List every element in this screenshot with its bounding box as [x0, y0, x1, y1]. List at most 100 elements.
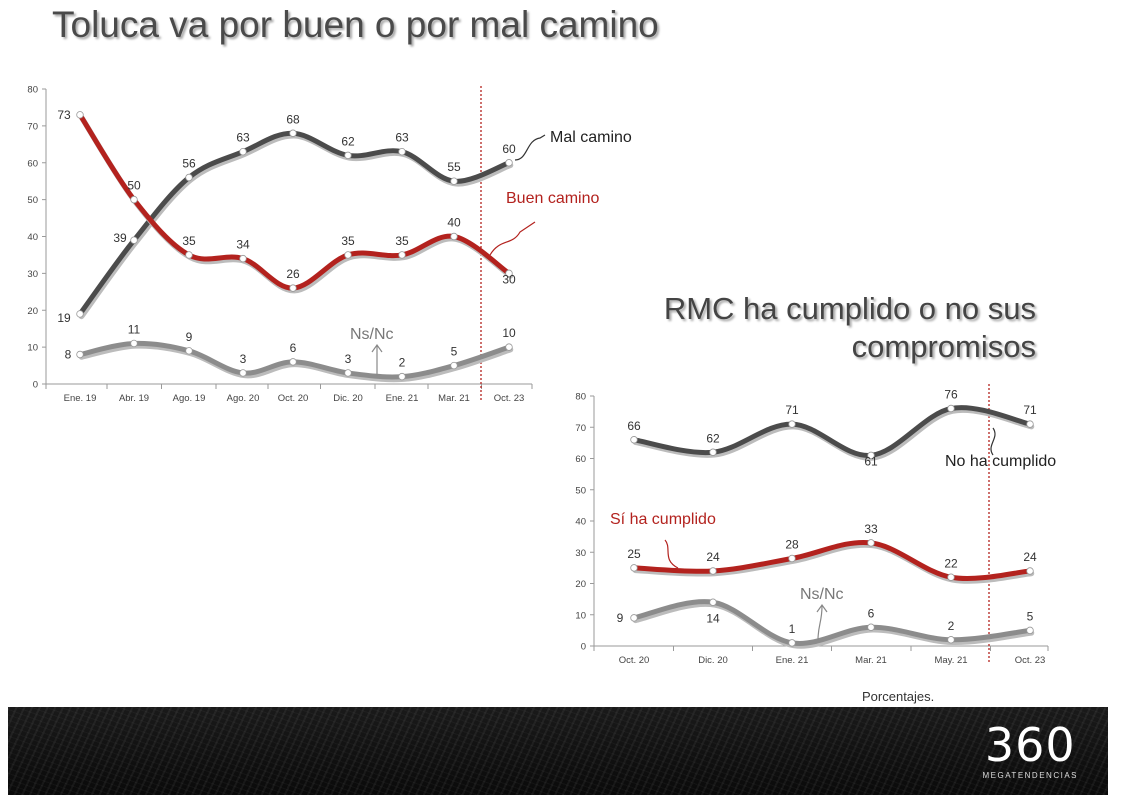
- data-label-ns-nc: 9: [617, 611, 624, 625]
- footer-bar: 360 MEGATENDENCIAS: [8, 707, 1108, 795]
- data-point-ns-nc: [398, 372, 406, 381]
- data-label-ns-nc: 10: [502, 326, 516, 340]
- y-tick-label: 20: [575, 579, 586, 590]
- x-tick-label: Ene. 19: [64, 393, 97, 404]
- annotation-arrow-mal-camino: [514, 134, 546, 161]
- data-point-buen-camino: [505, 269, 513, 278]
- data-label-ns-nc: 6: [868, 606, 875, 620]
- data-point-buen-camino: [289, 284, 297, 292]
- data-point-mal-camino: [398, 147, 406, 156]
- data-point-ns-nc: [867, 623, 875, 631]
- data-point-buen-camino: [398, 251, 406, 259]
- data-label-buen-camino: 50: [127, 179, 141, 193]
- data-label-ns-nc: 2: [399, 356, 406, 370]
- x-tick-label: Ene. 21: [386, 393, 419, 404]
- brand-logo: 360 MEGATENDENCIAS: [982, 721, 1078, 780]
- y-tick-label: 70: [575, 423, 586, 434]
- series-shadow-1: [632, 542, 1035, 584]
- series-label-buen-camino: Buen camino: [506, 190, 599, 207]
- data-label-ns-nc: 9: [186, 330, 193, 344]
- chart-title-toluca: Toluca va por buen o por mal camino: [52, 4, 659, 45]
- data-point-ns-nc: [130, 339, 138, 348]
- x-tick-label: Oct. 23: [494, 393, 525, 404]
- chart-title-rmc-line2: compromisos: [851, 329, 1036, 364]
- y-tick-label: 0: [33, 380, 38, 391]
- data-point-ns-nc: [630, 614, 638, 622]
- annotation-arrow-no-ha-cumplido: [990, 427, 996, 456]
- data-label-buen-camino: 40: [447, 216, 461, 230]
- series-line-no-ha-cumplido: [631, 405, 1033, 458]
- data-label-no-ha-cumplido: 66: [627, 419, 641, 433]
- data-point-mal-camino: [239, 147, 247, 156]
- y-tick-label: 60: [27, 158, 38, 169]
- data-point-ns-nc: [239, 369, 247, 377]
- data-label-no-ha-cumplido: 62: [706, 431, 720, 445]
- data-point-no-ha-cumplido: [1026, 420, 1034, 428]
- data-point-buen-camino: [130, 195, 138, 204]
- data-point-mal-camino: [450, 177, 458, 185]
- data-label-mal-camino: 62: [341, 134, 355, 148]
- data-label-ns-nc: 6: [290, 341, 297, 355]
- y-tick-label: 40: [27, 232, 38, 243]
- data-label-ns-nc: 2: [948, 619, 955, 633]
- data-point-ns-nc: [344, 369, 352, 377]
- data-point-ns-nc: [505, 343, 513, 351]
- data-point-no-ha-cumplido: [947, 404, 955, 413]
- series-label-si-ha-cumplido: Sí ha cumplido: [610, 511, 716, 528]
- data-label-no-ha-cumplido: 76: [944, 388, 958, 402]
- data-label-si-ha-cumplido: 22: [944, 556, 958, 570]
- data-label-buen-camino: 30: [502, 272, 516, 286]
- data-label-mal-camino: 63: [236, 131, 250, 145]
- x-tick-label: Ago. 19: [173, 393, 206, 404]
- y-tick-label: 20: [27, 306, 38, 317]
- data-point-ns-nc: [76, 350, 84, 359]
- y-tick-label: 30: [27, 269, 38, 280]
- data-point-mal-camino: [130, 236, 138, 244]
- data-label-si-ha-cumplido: 33: [864, 522, 878, 536]
- data-point-buen-camino: [239, 254, 247, 263]
- data-point-no-ha-cumplido: [867, 451, 875, 460]
- data-label-mal-camino: 56: [182, 157, 196, 171]
- data-label-ns-nc: 11: [128, 322, 141, 336]
- data-point-no-ha-cumplido: [709, 448, 717, 456]
- data-point-ns-nc: [185, 347, 193, 355]
- x-tick-label: Mar. 21: [855, 655, 887, 666]
- chart-compromisos: 0 10 20 30 40 50 60 70 80 Oct. 20 Dic. 20 Ene. 21 Ma…: [575, 384, 1056, 666]
- data-label-mal-camino: 63: [395, 131, 409, 145]
- data-point-ns-nc: [1026, 626, 1034, 635]
- data-point-ns-nc: [788, 639, 796, 647]
- y-tick-label: 80: [575, 392, 586, 403]
- data-point-buen-camino: [450, 232, 458, 241]
- data-point-mal-camino: [344, 151, 352, 160]
- series-line-si-ha-cumplido: [631, 539, 1033, 581]
- y-tick-label: 50: [575, 485, 586, 496]
- y-tick-label: 0: [581, 642, 586, 653]
- logo-number: 360: [984, 718, 1076, 772]
- data-label-si-ha-cumplido: 24: [706, 550, 720, 564]
- data-point-ns-nc: [709, 598, 717, 606]
- x-tick-label: Oct. 20: [619, 655, 650, 666]
- y-tick-label: 40: [575, 517, 586, 528]
- chart-camino: 0 10 20 30 40 50 60 70 80 Ene. 19 Abr. 19 Ago. 19 Ag…: [27, 85, 631, 405]
- footer-note: Porcentajes.: [862, 689, 935, 704]
- data-label-buen-camino: 35: [395, 234, 409, 248]
- data-label-ns-nc: 1: [789, 622, 796, 636]
- data-point-mal-camino: [185, 173, 193, 182]
- data-label-ns-nc: 5: [1027, 609, 1034, 623]
- y-tick-label: 10: [575, 610, 586, 621]
- data-point-si-ha-cumplido: [947, 573, 955, 581]
- data-label-mal-camino: 39: [113, 231, 127, 245]
- data-point-mal-camino: [76, 310, 84, 318]
- data-point-buen-camino: [185, 251, 193, 259]
- y-tick-label: 60: [575, 454, 586, 465]
- data-label-mal-camino: 19: [57, 311, 71, 325]
- data-label-buen-camino: 35: [341, 234, 355, 248]
- data-point-si-ha-cumplido: [709, 567, 717, 575]
- data-label-si-ha-cumplido: 28: [785, 538, 799, 552]
- data-point-si-ha-cumplido: [788, 554, 796, 563]
- x-tick-label: Oct. 23: [1015, 655, 1046, 666]
- x-tick-label: Mar. 21: [438, 393, 470, 404]
- x-tick-label: May. 21: [934, 655, 967, 666]
- x-tick-label: Oct. 20: [278, 393, 309, 404]
- data-label-ns-nc: 5: [451, 345, 458, 359]
